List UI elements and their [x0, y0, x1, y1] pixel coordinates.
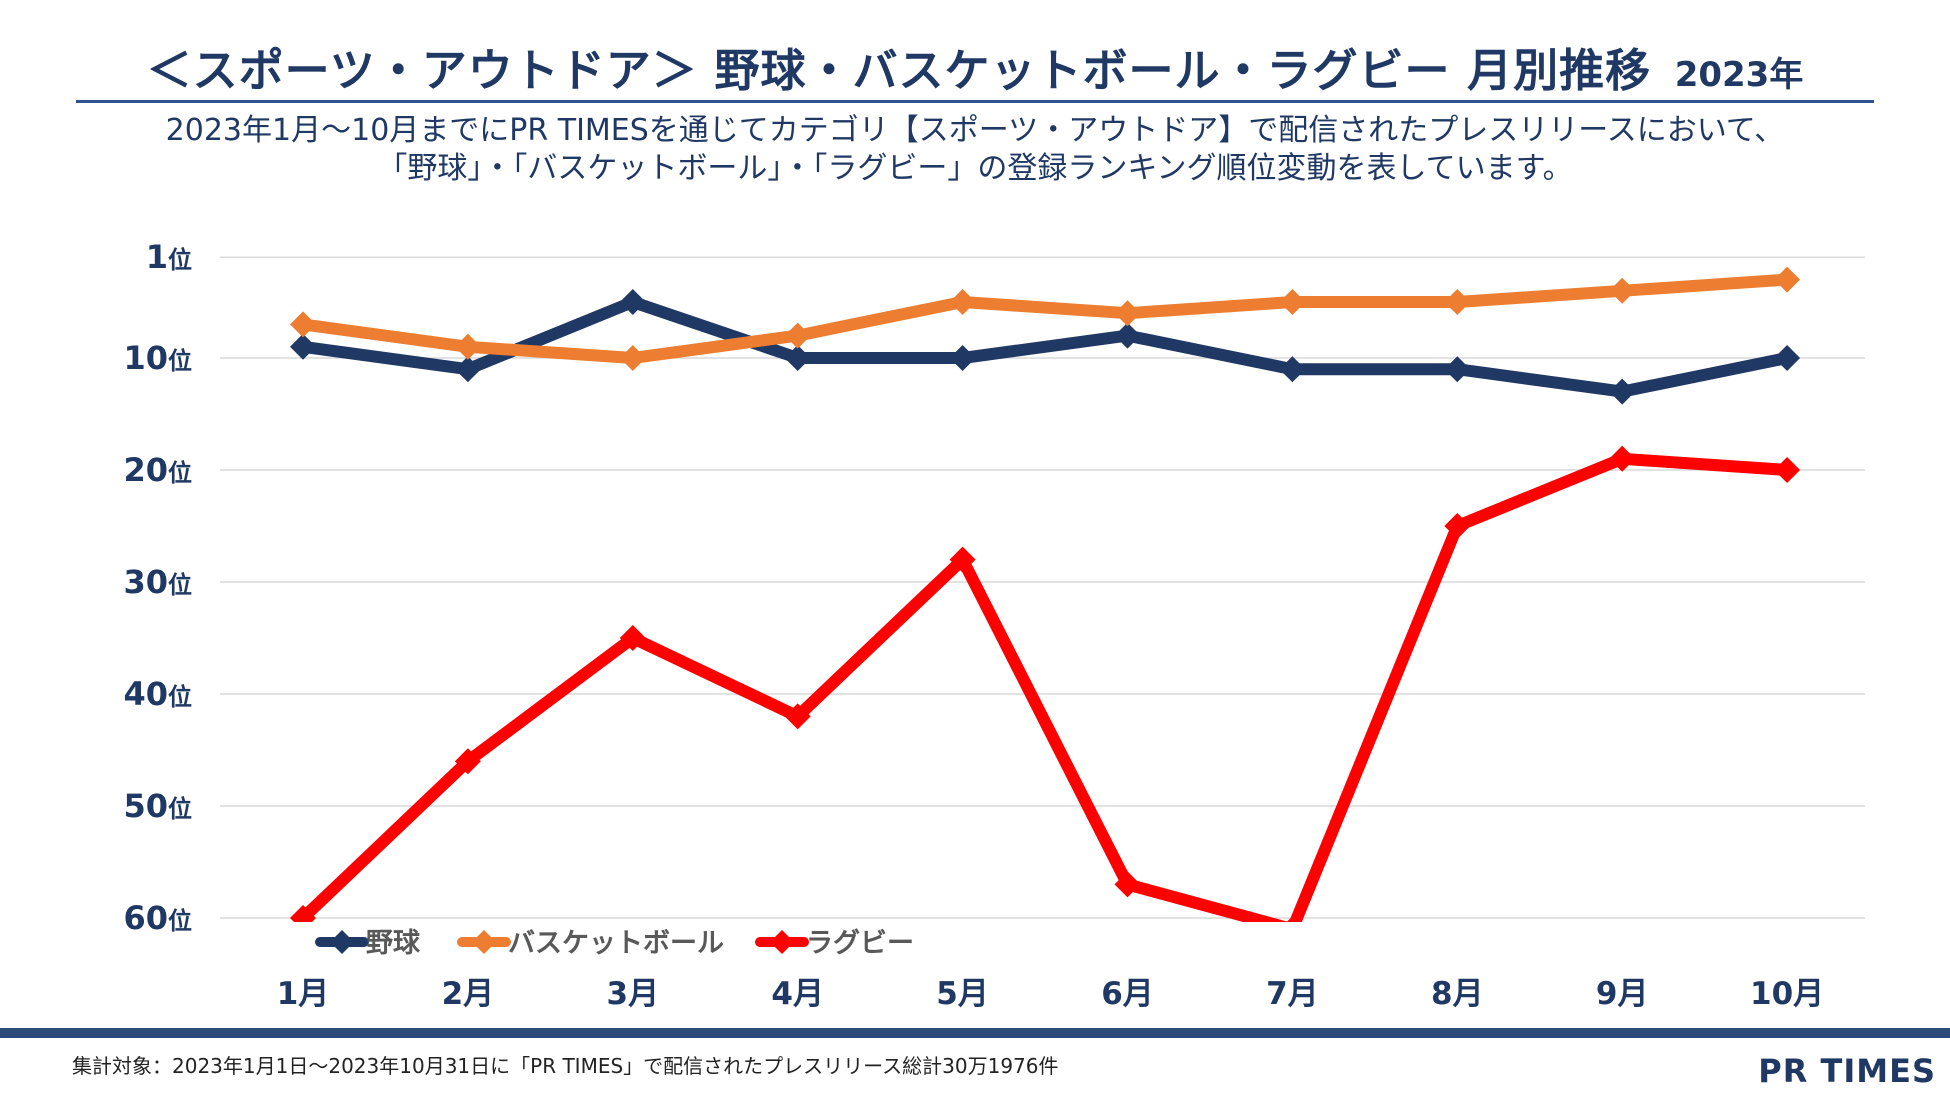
data-point [454, 748, 481, 775]
x-tick-label: 8月 [1431, 976, 1484, 1012]
data-point [290, 333, 316, 360]
x-axis-labels: 1月 2月 3月 4月 5月 6月 7月 8月 9月 10月 [277, 976, 1824, 1012]
legend-swatch-marker [472, 930, 496, 954]
x-tick-label: 3月 [607, 976, 660, 1012]
series-line [297, 296, 1794, 398]
series-ラグビー [290, 445, 1801, 922]
footer-bar [0, 1028, 1950, 1038]
data-point [619, 625, 646, 651]
subtitle-line-2: 「野球」・「バスケットボール」・「ラグビー」の登録ランキング順位変動を表していま… [377, 151, 1573, 186]
x-tick-label: 7月 [1266, 976, 1319, 1012]
y-tick-label: 30位 [123, 563, 192, 601]
data-point [1444, 356, 1471, 383]
y-tick-label: 20位 [123, 451, 192, 489]
data-point [784, 703, 811, 730]
title-year: 2023年 [1674, 55, 1804, 95]
legend-label: 野球 [366, 928, 421, 959]
series-line [297, 273, 1794, 364]
x-tick-label: 4月 [771, 976, 824, 1012]
series-バスケットボール [290, 266, 1801, 371]
data-point [1114, 322, 1141, 349]
data-point [1609, 277, 1636, 304]
data-point [1114, 300, 1141, 327]
data-point [1444, 513, 1471, 539]
x-tick-label: 5月 [936, 976, 989, 1012]
brand-logo: PR TIMES [1758, 1052, 1936, 1090]
data-point [1774, 457, 1801, 483]
legend-label: ラグビー [806, 927, 914, 959]
legend: 野球 バスケットボール ラグビー [315, 927, 914, 959]
legend-item: 野球 [315, 928, 421, 959]
data-point [1774, 345, 1801, 371]
series-野球 [290, 289, 1801, 405]
title-main: ＜スポーツ・アウトドア＞ 野球・バスケットボール・ラグビー 月別推移 [146, 44, 1652, 97]
data-point [1279, 289, 1306, 315]
chart-title: ＜スポーツ・アウトドア＞ 野球・バスケットボール・ラグビー 月別推移 2023年 [0, 34, 1950, 99]
data-point [619, 345, 646, 371]
data-point [949, 289, 976, 315]
data-point [290, 311, 316, 338]
data-point [619, 289, 646, 315]
data-point [1279, 356, 1306, 383]
footer-note: 集計対象：2023年1月1日〜2023年10月31日に「PR TIMES」で配信… [72, 1054, 1059, 1078]
legend-swatch-marker [770, 930, 794, 954]
data-point [1286, 916, 1299, 922]
y-axis-labels: 1位 10位 20位 30位 40位 50位 60位 [123, 238, 192, 937]
data-point [949, 345, 976, 371]
data-point [784, 322, 811, 349]
legend-item: バスケットボール [457, 928, 724, 959]
data-point [1114, 871, 1141, 898]
x-tick-label: 2月 [442, 976, 495, 1012]
title-divider [76, 100, 1874, 103]
x-tick-label: 10月 [1750, 976, 1824, 1012]
data-point [1609, 378, 1636, 405]
data-point [1444, 289, 1471, 315]
y-tick-label: 40位 [123, 675, 192, 713]
data-point [290, 905, 316, 922]
x-tick-label: 6月 [1101, 976, 1154, 1012]
data-point [1609, 445, 1636, 472]
series-lines [290, 266, 1801, 922]
chart-subtitle: 2023年1月〜10月までにPR TIMESを通じてカテゴリ【スポーツ・アウトド… [0, 112, 1950, 188]
data-point [949, 546, 976, 573]
series-line [297, 452, 1794, 922]
legend-swatch-marker [330, 930, 354, 954]
legend-label: バスケットボール [508, 928, 724, 959]
x-tick-label: 9月 [1596, 976, 1649, 1012]
y-tick-label: 1位 [146, 238, 192, 276]
data-point [454, 333, 481, 360]
y-tick-label: 60位 [123, 899, 192, 937]
subtitle-line-1: 2023年1月〜10月までにPR TIMESを通じてカテゴリ【スポーツ・アウトド… [165, 113, 1785, 148]
data-point [454, 356, 481, 383]
data-point [784, 345, 811, 371]
legend-item: ラグビー [755, 927, 914, 959]
x-tick-label: 1月 [277, 976, 330, 1012]
y-tick-label: 50位 [123, 787, 192, 825]
data-point [1774, 266, 1801, 293]
y-tick-label: 10位 [123, 339, 192, 377]
